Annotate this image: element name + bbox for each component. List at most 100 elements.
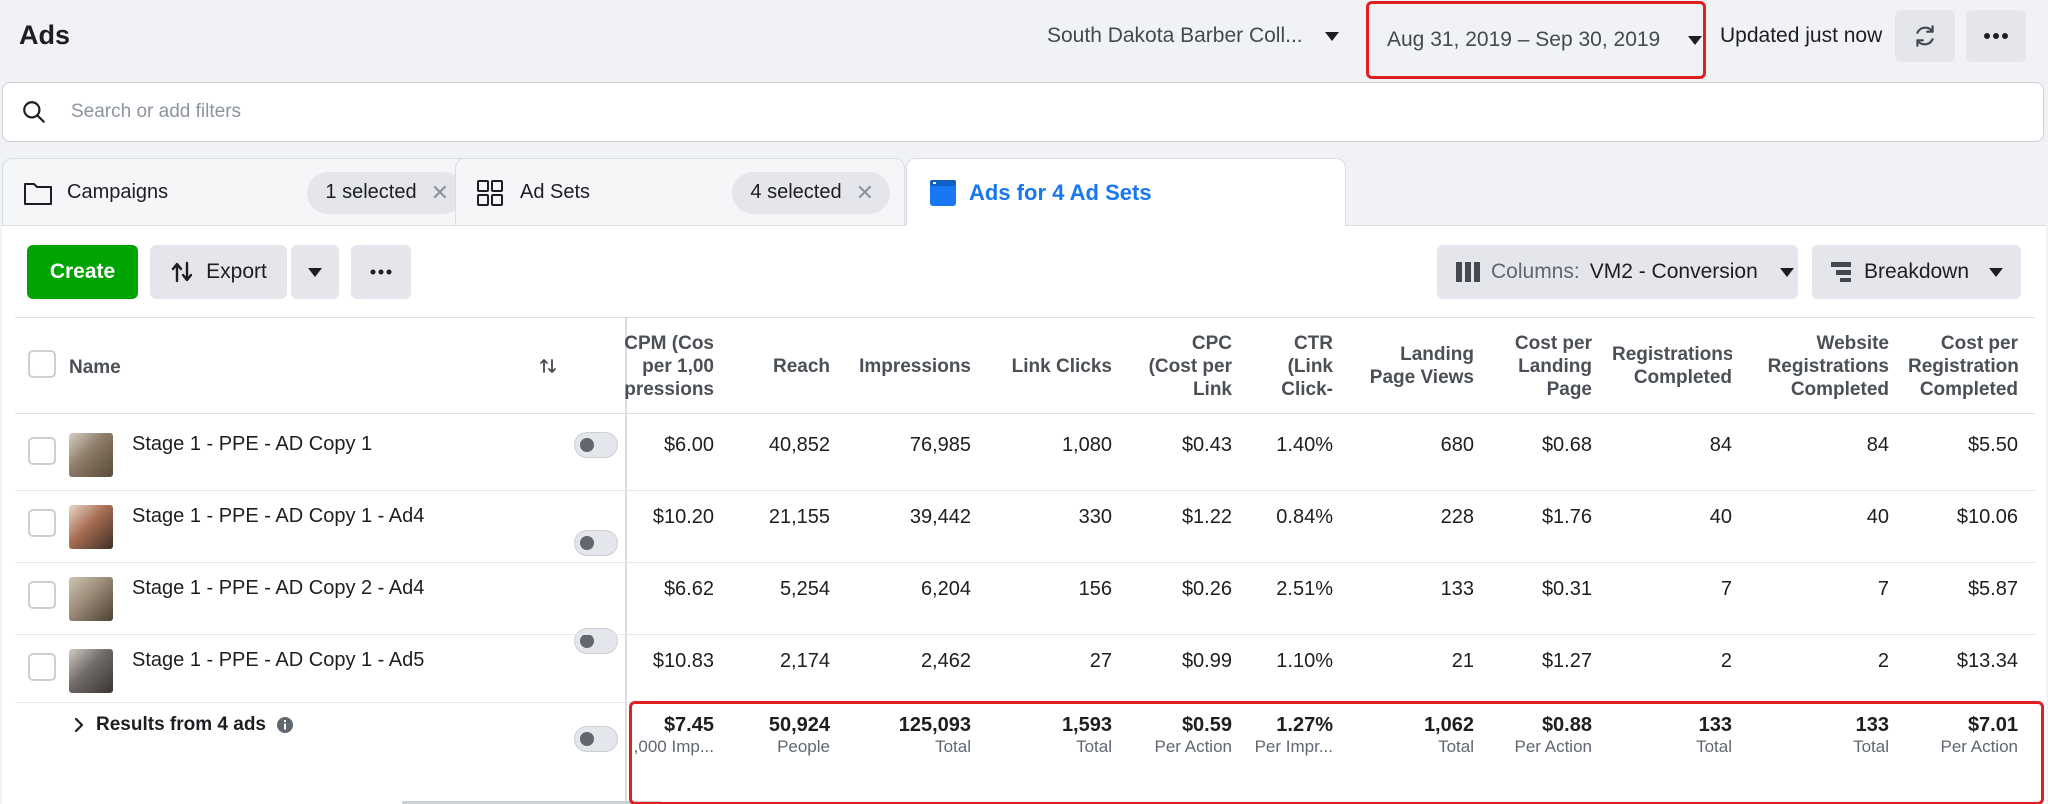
total-value: 125,093 [898,714,971,736]
table-cell: 133 [1440,578,1474,600]
ad-name[interactable]: Stage 1 - PPE - AD Copy 2 - Ad4 [132,577,425,599]
horizontal-scrollbar[interactable] [402,801,662,804]
table-cell: 1.10% [1276,650,1333,672]
date-range-label: Aug 31, 2019 – Sep 30, 2019 [1387,28,1661,51]
column-header-line: pressions [624,378,714,400]
table-cell: 330 [1078,506,1112,528]
table-cell: 21 [1451,650,1474,672]
adsets-selected-count: 4 selected [750,181,842,203]
breakdown-label: Breakdown [1863,260,1970,283]
column-header-line: Link [1192,378,1232,400]
ad-status-toggle[interactable] [574,726,618,752]
ad-status-toggle[interactable] [574,628,618,654]
table-cell: 5,254 [779,578,830,600]
more-icon [1984,33,2008,39]
column-header[interactable]: CPM (Cos per 1,00 pressions [604,332,714,401]
column-header-line: Registrations [1612,344,1732,365]
column-header-line: Link Clicks [1011,355,1112,377]
ad-status-toggle[interactable] [574,432,618,458]
export-button[interactable]: Export [150,245,287,299]
sort-icon[interactable] [538,356,558,376]
table-row[interactable]: Stage 1 - PPE - AD Copy 1 $6.00 40,852 76,9… [2,226,2046,491]
row-divider [15,634,2035,635]
column-header-line: Page [1546,378,1592,400]
create-button[interactable]: Create [27,245,138,299]
tab-campaigns[interactable]: Campaigns 1 selected ✕ [2,158,474,226]
column-header[interactable]: Landing Page Views [1344,343,1474,389]
table-cell: $6.62 [663,578,714,600]
column-header-line: per 1,00 [642,355,714,377]
total-subtext: Total [1438,737,1474,756]
ad-name[interactable]: Stage 1 - PPE - AD Copy 1 - Ad4 [132,505,425,527]
account-selector[interactable]: South Dakota Barber Coll... [1047,24,1339,48]
column-header[interactable]: Impressions [831,355,971,378]
table-cell: $0.26 [1181,578,1232,600]
total-value: 1.27% [1276,714,1333,736]
page-title: Ads [19,20,71,50]
table-cell: 680 [1440,434,1474,456]
breakdown-button[interactable]: Breakdown [1812,245,2021,299]
total-subtext: ,000 Imp... [633,737,714,756]
table-cell: $10.06 [1956,506,2018,528]
column-header[interactable]: Cost per Landing Page [1492,332,1592,401]
table-row[interactable]: Stage 1 - PPE - AD Copy 1 - Ad4 $10.20 21,… [2,252,2046,563]
table-cell: $5.50 [1967,434,2018,456]
table-cell: 7 [1720,578,1732,600]
search-bar[interactable] [2,82,2044,142]
column-header-line: Impressions [859,355,971,377]
tab-ads[interactable]: Ads for 4 Ad Sets [906,158,1346,226]
select-all-checkbox[interactable] [28,350,56,378]
ad-name[interactable]: Stage 1 - PPE - AD Copy 1 [132,433,373,455]
column-header[interactable]: Registrations Completed [1612,343,1732,389]
total-subtext: Total [1076,737,1112,756]
columns-button[interactable]: Columns: VM2 - Conversion [1437,245,1798,299]
row-checkbox[interactable] [28,509,56,537]
ad-name[interactable]: Stage 1 - PPE - AD Copy 1 - Ad5 [132,649,425,671]
column-header-line: Registration [1908,355,2018,377]
info-icon[interactable] [276,716,294,734]
table-cell: $0.43 [1181,434,1232,456]
total-value: 1,062 [1423,714,1474,736]
column-header[interactable]: Cost per Registration Completed [1908,332,2018,401]
table-row[interactable]: Stage 1 - PPE - AD Copy 2 - Ad4 $6.62 5,25… [2,278,2046,654]
row-divider [15,490,2035,491]
total-value: 50,924 [768,714,830,736]
column-header[interactable]: Link Clicks [982,355,1112,378]
totals-label-row[interactable]: Results from 4 ads [72,714,294,736]
ad-status-toggle[interactable] [574,530,618,556]
table-cell: $1.27 [1541,650,1592,672]
total-subtext: Per Action [1154,737,1233,756]
table-cell: $6.00 [663,434,714,456]
table-cell: $0.68 [1541,434,1592,456]
search-input[interactable] [71,101,971,123]
more-actions-button[interactable] [351,245,411,299]
row-checkbox[interactable] [28,437,56,465]
date-range-picker[interactable]: Aug 31, 2019 – Sep 30, 2019 [1366,1,1706,79]
name-column-header[interactable]: Name [69,357,121,378]
chevron-down-icon [1989,267,2004,277]
tab-ad-sets[interactable]: Ad Sets 4 selected ✕ [455,158,905,226]
table-row[interactable]: Stage 1 - PPE - AD Copy 1 - Ad5 $10.83 2,1… [2,304,2046,752]
close-icon[interactable]: ✕ [855,179,874,205]
table-cell: 2 [1877,650,1889,672]
search-icon [23,101,45,123]
export-dropdown-button[interactable] [291,245,339,299]
refresh-button[interactable] [1895,10,1955,62]
column-header-line: Completed [1633,367,1732,388]
refresh-icon [1916,25,1934,47]
adsets-selection-badge[interactable]: 4 selected ✕ [732,171,890,214]
column-header[interactable]: CTR (Link Click- [1253,332,1333,401]
column-header[interactable]: CPC (Cost per Link [1122,332,1232,401]
chevron-right-icon[interactable] [72,715,86,735]
tab-ads-label: Ads for 4 Ad Sets [969,179,1152,205]
row-checkbox[interactable] [28,653,56,681]
close-icon[interactable]: ✕ [430,179,449,205]
campaigns-selection-badge[interactable]: 1 selected ✕ [307,171,465,214]
totals-label: Results from 4 ads [96,714,266,735]
column-header[interactable]: Website Registrations Completed [1749,332,1889,401]
table-cell: 228 [1440,506,1474,528]
more-options-button[interactable] [1966,10,2026,62]
table-cell: 84 [1709,434,1732,456]
column-header[interactable]: Reach [730,355,830,378]
row-checkbox[interactable] [28,581,56,609]
